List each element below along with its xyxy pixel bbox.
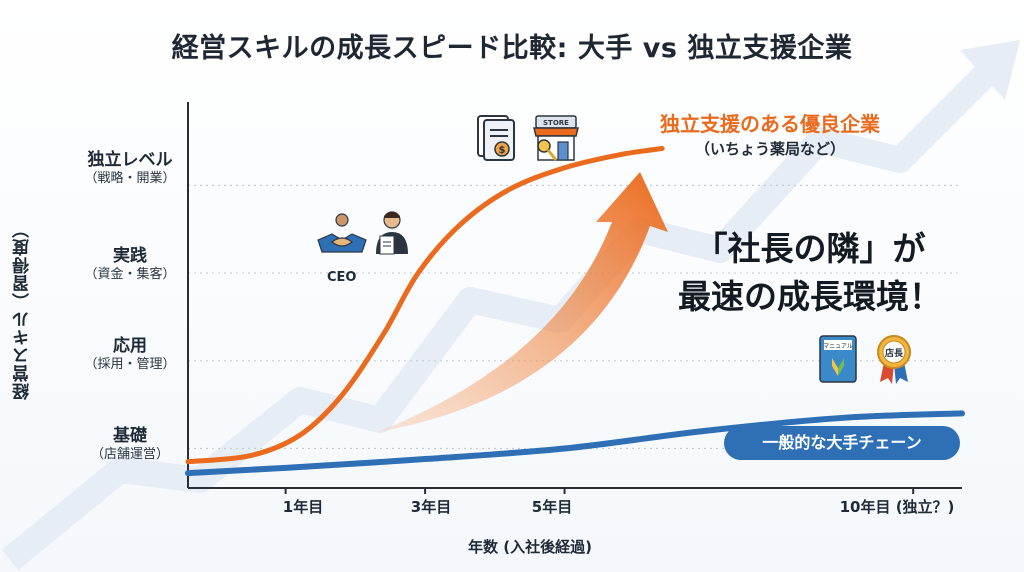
- series-group: [185, 145, 965, 477]
- x-tick-label: 1年目: [282, 498, 324, 516]
- x-tick-label: 5年目: [531, 498, 573, 516]
- x-tick-label: 3年目: [410, 498, 452, 516]
- y-level-sublabel: （採用・管理）: [84, 357, 176, 373]
- callout-line-2: 最速の成長環境！: [678, 276, 942, 316]
- document-coin-icon: $: [477, 115, 515, 161]
- ceo-label: CEO: [327, 270, 357, 285]
- handshake-icon: [317, 213, 367, 253]
- growth-arrow: [378, 172, 668, 432]
- y-level-practice: 実践 （資金・集客）: [70, 246, 190, 284]
- y-level-basic: 基礎 （店舗運営）: [70, 426, 190, 464]
- ceo-person-icon: [376, 211, 408, 255]
- callout-line-1: 「社長の隣」が: [694, 229, 926, 268]
- series-label-orange: 独立支援のある優良企業: [660, 112, 880, 136]
- manual-book-text: マニュアル: [823, 343, 853, 350]
- y-level-independent: 独立レベル （戦略・開業）: [70, 150, 190, 188]
- store-sign-text: STORE: [543, 119, 569, 127]
- x-tick-label: 10年目 (独立？): [839, 498, 955, 516]
- series-line-independent-support: [185, 145, 665, 465]
- badge-text: 店長: [885, 347, 904, 359]
- manager-badge-icon: 店長: [877, 335, 911, 384]
- manual-book-icon: マニュアル: [819, 335, 857, 383]
- y-level-sublabel: （資金・集客）: [84, 267, 176, 283]
- y-level-label: 独立レベル: [87, 150, 173, 170]
- x-tick-marks: [284, 488, 915, 494]
- callout-text: 「社長の隣」が 最速の成長環境！: [640, 225, 980, 321]
- x-axis-title: 年数 (入社後経過): [468, 538, 592, 556]
- y-level-sublabel: （店舗運営）: [90, 447, 169, 463]
- y-level-applied: 応用 （採用・管理）: [70, 336, 190, 374]
- y-level-sublabel: （戦略・開業）: [84, 171, 176, 187]
- y-level-label: 実践: [113, 246, 147, 266]
- series-line-large-chain: [185, 410, 965, 477]
- store-key-icon: STORE: [533, 115, 579, 161]
- svg-text:$: $: [499, 145, 506, 156]
- y-level-label: 応用: [113, 336, 147, 356]
- series-label-blue: 一般的な大手チェーン: [724, 426, 960, 460]
- series-sublabel-orange: （いちょう薬局など）: [694, 140, 845, 158]
- page-title: 経営スキルの成長スピード比較: 大手 vs 独立支援企業: [171, 33, 853, 64]
- y-level-label: 基礎: [113, 426, 147, 446]
